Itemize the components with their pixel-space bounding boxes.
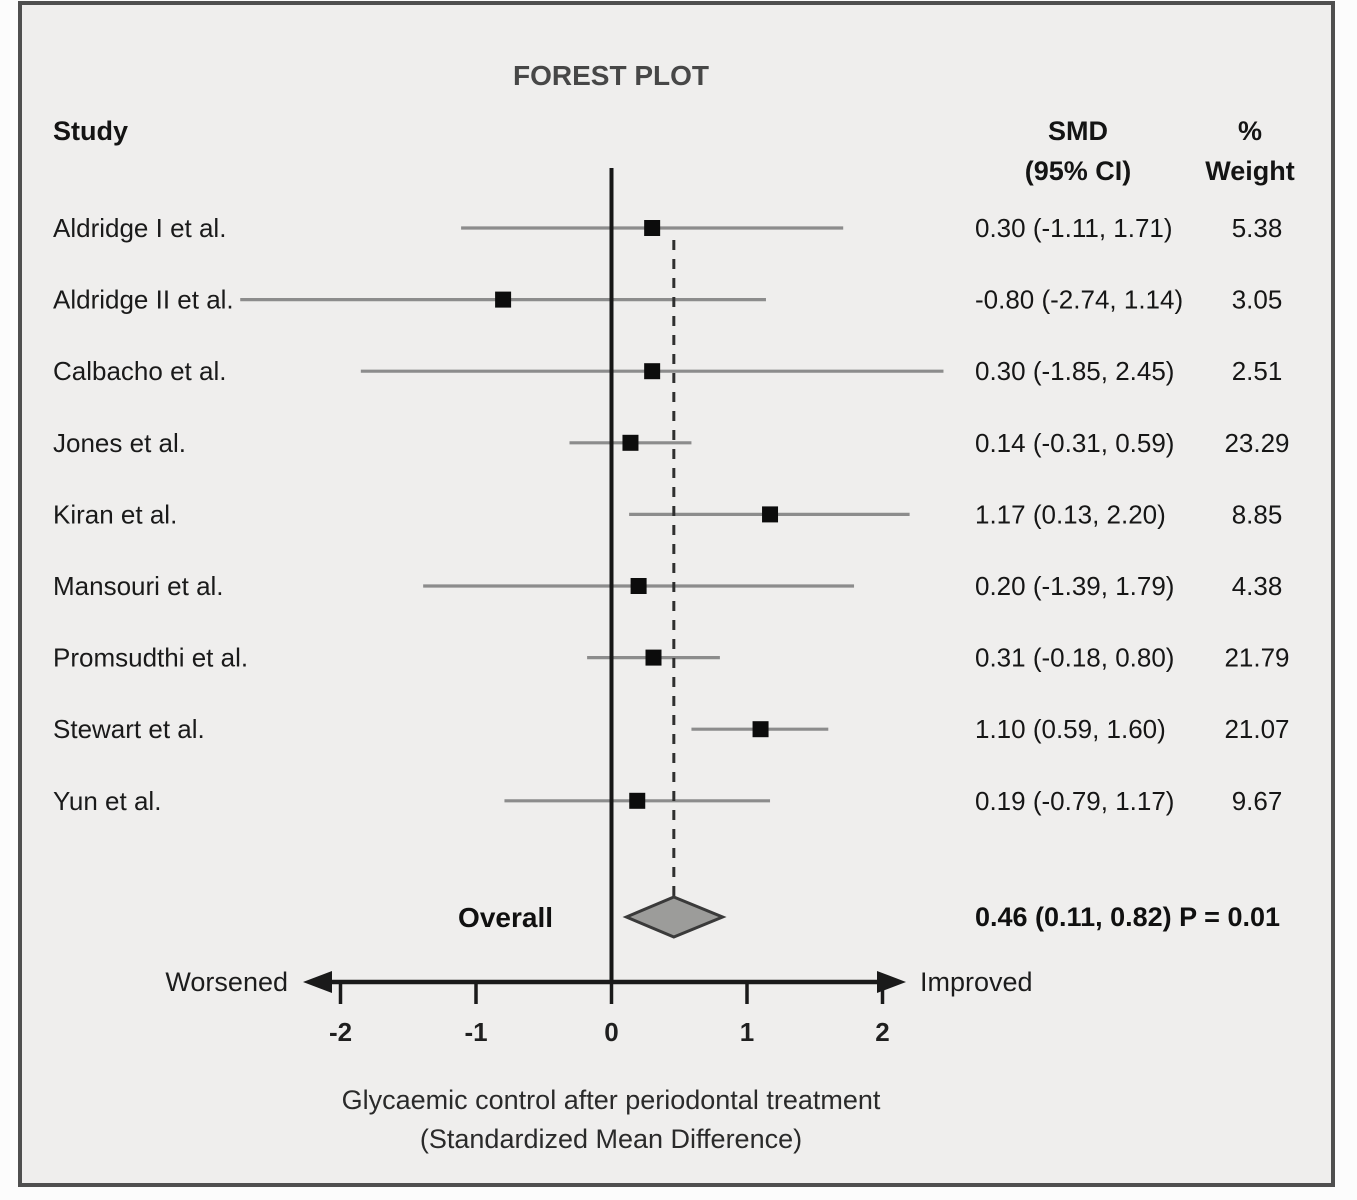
smd-ci-value: -0.80 (-2.74, 1.14) bbox=[975, 285, 1183, 315]
weight-value: 2.51 bbox=[1232, 356, 1283, 386]
study-label: Jones et al. bbox=[53, 428, 186, 458]
point-estimate-marker bbox=[629, 792, 646, 809]
point-estimate-marker bbox=[644, 363, 661, 380]
column-header-percent: % bbox=[1238, 116, 1262, 146]
axis-tick-label: 0 bbox=[604, 1017, 618, 1047]
axis-tick-label: 2 bbox=[875, 1017, 889, 1047]
study-label: Promsudthi et al. bbox=[53, 643, 248, 673]
axis-direction-improved: Improved bbox=[920, 967, 1033, 997]
study-label: Aldridge I et al. bbox=[53, 213, 226, 243]
axis-tick-label: -1 bbox=[464, 1017, 487, 1047]
point-estimate-marker bbox=[762, 506, 779, 523]
axis-tick-label: 1 bbox=[740, 1017, 754, 1047]
smd-ci-value: 0.31 (-0.18, 0.80) bbox=[975, 643, 1174, 673]
column-header-weight: Weight bbox=[1205, 156, 1295, 186]
smd-ci-value: 0.30 (-1.85, 2.45) bbox=[975, 356, 1174, 386]
weight-value: 3.05 bbox=[1232, 285, 1283, 315]
column-header-study: Study bbox=[53, 116, 128, 146]
smd-ci-value: 0.20 (-1.39, 1.79) bbox=[975, 571, 1174, 601]
overall-diamond bbox=[622, 895, 727, 939]
weight-value: 9.67 bbox=[1232, 786, 1283, 816]
study-label: Yun et al. bbox=[53, 786, 161, 816]
point-estimate-marker bbox=[630, 578, 647, 594]
study-label: Mansouri et al. bbox=[53, 571, 224, 601]
point-estimate-marker bbox=[622, 434, 639, 451]
axis-tick-label: -2 bbox=[329, 1017, 352, 1047]
smd-ci-value: 1.10 (0.59, 1.60) bbox=[975, 714, 1166, 744]
study-label: Stewart et al. bbox=[53, 714, 205, 744]
axis-caption-line1: Glycaemic control after periodontal trea… bbox=[342, 1085, 881, 1115]
axis-caption-line2: (Standardized Mean Difference) bbox=[420, 1124, 802, 1154]
weight-value: 23.29 bbox=[1224, 428, 1289, 458]
row-text-labels: Aldridge I et al. 0.30 (-1.11, 1.71) 5.38 A… bbox=[53, 213, 1290, 816]
reference-lines bbox=[609, 168, 676, 982]
weight-value: 5.38 bbox=[1232, 213, 1283, 243]
overall-label: Overall bbox=[458, 902, 553, 933]
study-label: Calbacho et al. bbox=[53, 356, 226, 386]
axis-direction-worsened: Worsened bbox=[165, 967, 288, 997]
study-label: Aldridge II et al. bbox=[53, 285, 234, 315]
smd-ci-value: 1.17 (0.13, 2.20) bbox=[975, 499, 1166, 529]
axis-arrow-left bbox=[303, 971, 332, 993]
weight-value: 4.38 bbox=[1232, 571, 1283, 601]
point-estimate-marker bbox=[644, 220, 661, 236]
study-markers bbox=[495, 220, 779, 809]
study-label: Kiran et al. bbox=[53, 499, 177, 529]
x-axis-layer: -2 -1 0 1 2 bbox=[303, 971, 906, 1047]
smd-ci-value: 0.30 (-1.11, 1.71) bbox=[975, 213, 1173, 243]
figure-title: FOREST PLOT bbox=[513, 60, 709, 91]
overall-diamond-layer bbox=[622, 895, 727, 939]
point-estimate-marker bbox=[752, 721, 769, 738]
weight-value: 21.07 bbox=[1224, 714, 1289, 744]
weight-value: 21.79 bbox=[1224, 643, 1289, 673]
column-header-smd: SMD bbox=[1048, 116, 1108, 146]
overall-estimate-text: 0.46 (0.11, 0.82) P = 0.01 bbox=[975, 902, 1280, 932]
weight-value: 8.85 bbox=[1232, 499, 1283, 529]
point-estimate-marker bbox=[495, 291, 512, 308]
column-header-ci: (95% CI) bbox=[1025, 156, 1132, 186]
smd-ci-value: 0.19 (-0.79, 1.17) bbox=[975, 786, 1174, 816]
smd-ci-value: 0.14 (-0.31, 0.59) bbox=[975, 428, 1174, 458]
point-estimate-marker bbox=[645, 649, 662, 666]
figure-border bbox=[18, 1, 1335, 1187]
